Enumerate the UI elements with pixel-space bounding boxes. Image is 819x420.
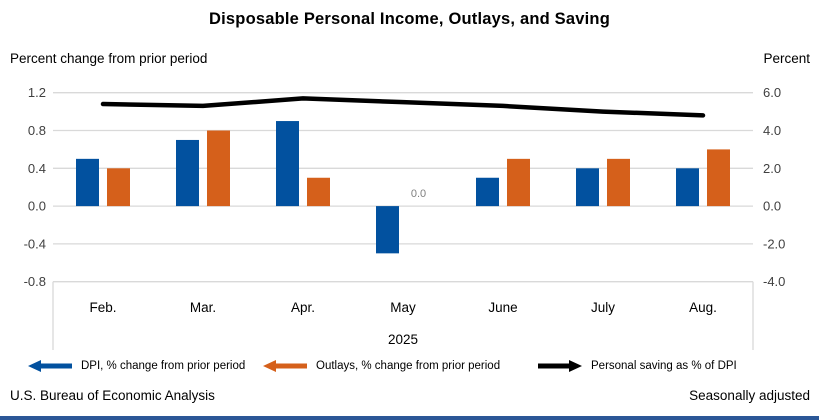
dpi-bar <box>376 206 399 254</box>
month-label: Apr. <box>291 300 315 315</box>
dpi-bar <box>76 158 99 207</box>
dpi-bar <box>176 139 199 207</box>
left-axis-tick-label: -0.8 <box>24 274 46 289</box>
left-axis-caption: Percent change from prior period <box>10 51 208 66</box>
right-axis-tick-label: -4.0 <box>763 274 785 289</box>
dpi-bar <box>476 177 499 207</box>
chart-plot-area: 1.2 6.0 0.8 4.0 0.4 2.0 0.0 0.0 -0.4 -2.0 -0.8 -4.0… <box>24 85 785 350</box>
legend-item-saving: Personal saving as % of DPI <box>538 358 737 374</box>
month-label: May <box>390 300 416 315</box>
footer-accent-bar <box>0 416 819 420</box>
seasonal-adjustment-note: Seasonally adjusted <box>689 388 810 403</box>
chart-title: Disposable Personal Income, Outlays, and… <box>209 10 610 28</box>
personal-saving-line <box>100 96 706 118</box>
right-axis-tick-label: 4.0 <box>763 123 781 138</box>
outlays-bar <box>307 177 330 207</box>
month-label: June <box>488 300 517 315</box>
dpi-bar <box>576 168 599 207</box>
left-arrow-icon <box>28 360 72 372</box>
month-label: Mar. <box>190 300 216 315</box>
right-axis-caption: Percent <box>763 51 810 66</box>
zero-value-data-label: 0.0 <box>411 188 426 200</box>
left-axis-tick-label: 0.8 <box>28 123 46 138</box>
month-label: Feb. <box>89 300 116 315</box>
legend-label-saving: Personal saving as % of DPI <box>591 360 737 372</box>
right-axis-tick-label: 2.0 <box>763 161 781 176</box>
left-axis-tick-label: 0.0 <box>28 199 46 214</box>
left-axis-tick-label: -0.4 <box>24 236 46 251</box>
legend-item-dpi: DPI, % change from prior period <box>28 358 245 374</box>
outlays-bar <box>207 130 230 207</box>
legend-label-dpi: DPI, % change from prior period <box>81 360 246 372</box>
month-label: July <box>591 300 615 315</box>
dpi-bar <box>676 168 699 207</box>
source-attribution: U.S. Bureau of Economic Analysis <box>10 388 215 403</box>
month-label: Aug. <box>689 300 717 315</box>
left-axis-tick-label: 1.2 <box>28 85 46 100</box>
right-axis-tick-label: 6.0 <box>763 85 781 100</box>
right-axis-tick-label: -2.0 <box>763 236 785 251</box>
dpi-bar <box>276 121 299 207</box>
outlays-bar <box>507 158 530 207</box>
right-arrow-icon <box>538 360 582 372</box>
legend-item-outlays: Outlays, % change from prior period <box>263 358 500 374</box>
left-axis-tick-label: 0.4 <box>28 161 46 176</box>
outlays-bar <box>707 149 730 207</box>
right-axis-tick-label: 0.0 <box>763 199 781 214</box>
year-label: 2025 <box>388 332 418 347</box>
outlays-bar <box>107 168 130 207</box>
outlays-bar <box>607 158 630 207</box>
legend-label-outlays: Outlays, % change from prior period <box>316 360 501 372</box>
left-arrow-icon <box>263 360 307 372</box>
